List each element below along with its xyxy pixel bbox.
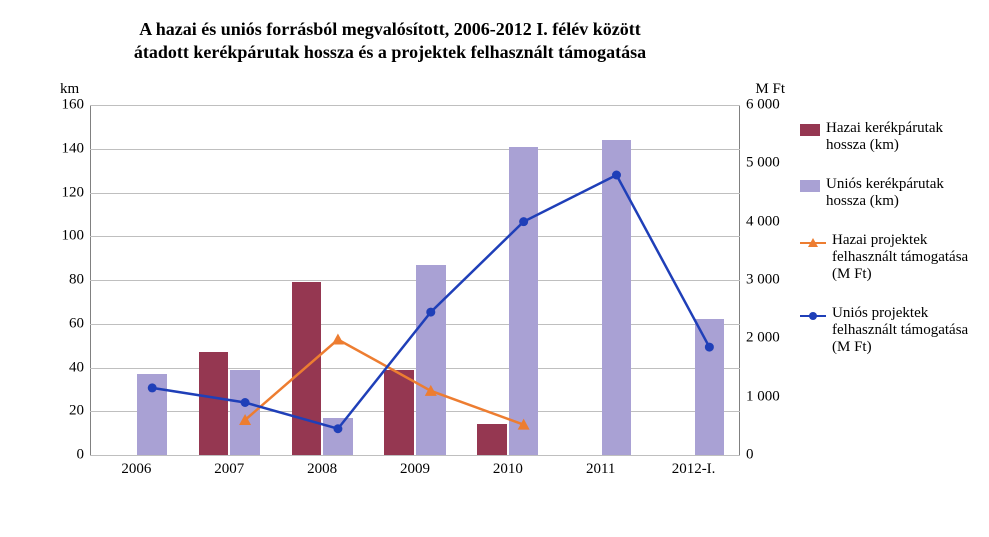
marker-unios_mft	[705, 343, 714, 352]
legend-swatch	[800, 180, 820, 192]
xtick: 2011	[586, 461, 615, 478]
legend-label: Uniós kerékpárutak hossza (km)	[826, 176, 975, 210]
xtick: 2006	[121, 461, 151, 478]
marker-unios_mft	[333, 424, 342, 433]
ytick-right: 4 000	[746, 214, 780, 229]
chart-area: km M Ft 02040608010012014016001 0002 000…	[90, 105, 740, 455]
xtick: 2010	[493, 461, 523, 478]
ytick-right: 5 000	[746, 156, 780, 171]
ytick-left: 140	[62, 141, 85, 156]
legend-swatch	[800, 124, 820, 136]
legend: Hazai kerékpárutak hossza (km) Uniós keré…	[800, 120, 975, 378]
ytick-right: 2 000	[746, 331, 780, 346]
legend-label: Hazai projektek felhasznált támogatása (…	[832, 232, 975, 283]
ytick-left: 120	[62, 185, 85, 200]
ytick-left: 20	[69, 404, 84, 419]
chart-figure: A hazai és uniós forrásból megvalósított…	[0, 0, 989, 537]
xtick: 2012-I.	[672, 461, 716, 478]
marker-unios_mft	[612, 171, 621, 180]
xtick: 2008	[307, 461, 337, 478]
line-overlay	[90, 105, 740, 455]
ytick-right: 6 000	[746, 98, 780, 113]
ytick-left: 60	[69, 316, 84, 331]
marker-unios_mft	[148, 383, 157, 392]
ytick-right: 0	[746, 448, 754, 463]
legend-swatch	[800, 309, 826, 323]
chart-title: A hazai és uniós forrásból megvalósított…	[0, 18, 780, 65]
ytick-left: 160	[62, 98, 85, 113]
ytick-left: 80	[69, 273, 84, 288]
title-line-2: átadott kerékpárutak hossza és a projekt…	[134, 42, 646, 62]
legend-item: Hazai projektek felhasznált támogatása (…	[800, 232, 975, 283]
title-line-1: A hazai és uniós forrásból megvalósított…	[139, 19, 640, 39]
legend-item: Uniós kerékpárutak hossza (km)	[800, 176, 975, 210]
left-axis-label: km	[60, 81, 79, 98]
marker-hazai_mft	[332, 334, 344, 345]
right-axis-label: M Ft	[755, 81, 785, 98]
legend-item: Uniós projektek felhasznált támogatása (…	[800, 305, 975, 356]
legend-label: Uniós projektek felhasznált támogatása (…	[832, 305, 975, 356]
marker-unios_mft	[426, 308, 435, 317]
ytick-right: 1 000	[746, 389, 780, 404]
xtick: 2009	[400, 461, 430, 478]
xtick: 2007	[214, 461, 244, 478]
legend-label: Hazai kerékpárutak hossza (km)	[826, 120, 975, 154]
ytick-left: 0	[77, 448, 85, 463]
marker-hazai_mft	[425, 385, 437, 396]
ytick-left: 40	[69, 360, 84, 375]
ytick-right: 3 000	[746, 273, 780, 288]
legend-swatch	[800, 236, 826, 250]
ytick-left: 100	[62, 229, 85, 244]
gridline	[90, 455, 740, 456]
marker-unios_mft	[241, 398, 250, 407]
plot-area: 02040608010012014016001 0002 0003 0004 0…	[90, 105, 740, 455]
marker-unios_mft	[519, 217, 528, 226]
legend-item: Hazai kerékpárutak hossza (km)	[800, 120, 975, 154]
line-hazai_mft	[245, 340, 524, 425]
